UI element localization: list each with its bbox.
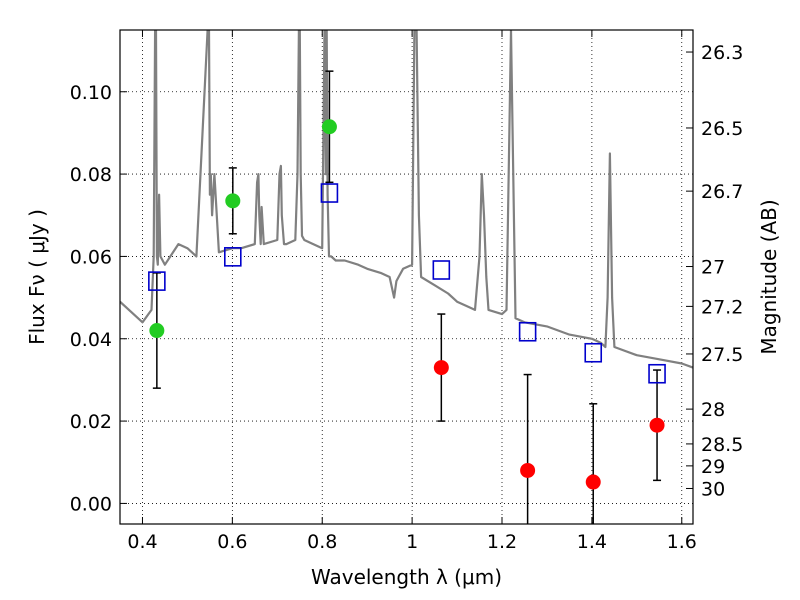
y-tick-label: 0.06 [70,246,112,268]
y-axis-label: Flux Fν ( μJy ) [25,209,49,345]
right-tick-label: 26.7 [701,181,743,203]
y-tick-label: 0.00 [70,493,112,515]
upper-limit-point [520,462,536,478]
right-tick-label: 27.5 [701,344,743,366]
spectrum-line [120,30,693,369]
right-tick-label: 28.5 [701,434,743,456]
y-tick-label: 0.02 [70,411,112,433]
right-tick-label: 27.2 [701,296,743,318]
photometry-square [518,321,537,342]
x-tick-label: 0.6 [217,531,247,553]
detection-point [149,323,165,339]
detection-point [225,193,241,209]
x-tick-label: 1.2 [487,531,517,553]
right-tick-label: 27 [701,257,725,279]
photometry-square [320,183,339,203]
photometry-square [584,342,603,363]
right-tick-label: 29 [701,456,725,478]
photometry-square [648,363,666,384]
plot-clip-group [120,30,693,524]
x-tick-label: 1.6 [667,531,697,553]
x-tick-label: 1.4 [577,531,607,553]
photometry-square [432,260,451,280]
x-tick-label: 0.8 [307,531,337,553]
right-tick-label: 28 [701,399,725,421]
y-tick-label: 0.10 [70,82,112,104]
detection-point [321,119,337,135]
plot-frame [119,29,694,525]
x-axis-label: Wavelength λ (μm) [311,565,502,589]
right-tick-label: 26.3 [701,42,743,64]
right-axis-label: Magnitude (AB) [757,199,781,354]
x-tick-label: 1 [406,531,418,553]
upper-limit-point [649,417,665,433]
upper-limit-point [585,474,601,490]
axis-ticks: 0.4 0.6 0.8 1 1.2 1.4 1.6 0.00 0.02 0.04 0.06 0.08 0… [70,30,743,553]
x-tick-label: 0.4 [127,531,157,553]
photometry-square [224,247,242,267]
upper-limit-point [433,360,449,376]
right-tick-label: 30 [701,478,725,500]
right-tick-label: 26.5 [701,118,743,140]
y-tick-label: 0.04 [70,329,112,351]
plot-area [120,30,693,524]
photometry-square [148,271,166,291]
y-tick-label: 0.08 [70,164,112,186]
